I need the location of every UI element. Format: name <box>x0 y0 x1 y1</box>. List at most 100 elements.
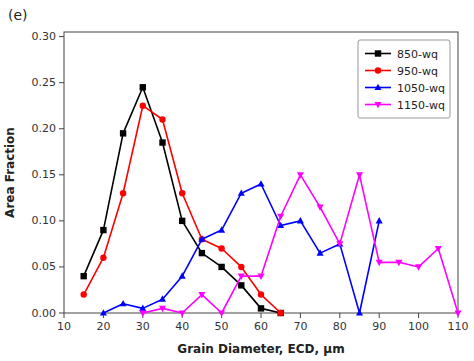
x-tick-label: 100 <box>408 320 429 333</box>
point <box>297 172 304 178</box>
point <box>120 190 126 196</box>
point <box>179 190 185 196</box>
point <box>238 274 245 280</box>
point <box>218 226 225 232</box>
point <box>278 310 284 316</box>
plot-frame <box>64 32 458 313</box>
point <box>199 250 205 256</box>
point <box>218 245 224 251</box>
plot-area <box>81 84 462 317</box>
series-line <box>143 175 458 313</box>
legend-marker <box>374 102 381 108</box>
x-tick-label: 50 <box>215 320 229 333</box>
point <box>81 273 87 279</box>
x-tick <box>300 313 301 318</box>
point <box>278 310 284 316</box>
x-tick-label: 70 <box>293 320 307 333</box>
point <box>198 292 205 298</box>
point <box>179 310 186 316</box>
point <box>218 264 224 270</box>
chart: 0.000.050.100.150.200.250.30102030405060… <box>0 0 474 361</box>
point <box>100 255 106 261</box>
legend-box <box>358 40 450 118</box>
legend-marker <box>375 67 381 73</box>
y-tick-label: 0.05 <box>32 260 57 273</box>
y-tick-label: 0.20 <box>32 122 57 135</box>
series-line <box>84 87 281 313</box>
point <box>100 309 107 315</box>
point <box>395 260 402 266</box>
series-line <box>103 184 379 313</box>
legend-marker <box>374 84 381 90</box>
x-tick-label: 20 <box>96 320 110 333</box>
point <box>277 214 284 220</box>
point <box>179 218 185 224</box>
x-tick-label: 40 <box>175 320 189 333</box>
y-tick-label: 0.30 <box>32 30 57 43</box>
point <box>257 274 264 280</box>
legend: 850-wq950-wq1050-wq1150-wq <box>358 40 450 118</box>
point <box>376 260 383 266</box>
point <box>356 172 363 178</box>
x-tick <box>64 313 65 318</box>
point <box>258 305 264 311</box>
x-tick <box>339 313 340 318</box>
point <box>159 306 166 312</box>
point <box>336 241 343 247</box>
point <box>159 116 165 122</box>
series-line <box>84 106 281 313</box>
y-tick <box>59 36 64 37</box>
y-tick-label: 0.00 <box>32 307 57 320</box>
x-tick-label: 30 <box>136 320 150 333</box>
point <box>454 310 461 316</box>
point <box>179 272 186 278</box>
y-tick <box>59 128 64 129</box>
y-tick <box>59 313 64 314</box>
point <box>199 236 205 242</box>
point <box>297 217 304 223</box>
point <box>140 84 146 90</box>
x-tick-label: 80 <box>333 320 347 333</box>
x-axis-label: Grain Diameter, ECD, μm <box>177 342 344 356</box>
x-tick-label: 90 <box>372 320 386 333</box>
x-tick-label: 60 <box>254 320 268 333</box>
point <box>139 305 146 311</box>
y-tick-label: 0.15 <box>32 168 57 181</box>
point <box>317 249 324 255</box>
x-tick-label: 110 <box>448 320 469 333</box>
legend-label: 950-wq <box>397 65 438 78</box>
point <box>120 300 127 306</box>
point <box>159 139 165 145</box>
legend-label: 850-wq <box>397 48 438 61</box>
y-tick-label: 0.10 <box>32 214 57 227</box>
legend-marker <box>375 50 381 56</box>
point <box>435 246 442 252</box>
point <box>140 103 146 109</box>
x-tick <box>261 313 262 318</box>
point <box>238 189 245 195</box>
x-tick <box>418 313 419 318</box>
point <box>159 295 166 301</box>
point <box>376 217 383 223</box>
y-axis-label: Area Fraction <box>3 127 17 218</box>
y-tick <box>59 82 64 83</box>
point <box>356 309 363 315</box>
legend-label: 1150-wq <box>397 99 445 112</box>
point <box>238 264 244 270</box>
point <box>139 310 146 316</box>
x-tick <box>379 313 380 318</box>
point <box>415 264 422 270</box>
x-tick-label: 10 <box>57 320 71 333</box>
point <box>317 204 324 210</box>
point <box>81 291 87 297</box>
y-tick <box>59 174 64 175</box>
point <box>100 227 106 233</box>
point <box>120 130 126 136</box>
y-tick <box>59 220 64 221</box>
title: (e) <box>8 7 28 23</box>
point <box>257 180 264 186</box>
point <box>218 310 225 316</box>
y-tick <box>59 266 64 267</box>
point <box>258 291 264 297</box>
point <box>198 235 205 241</box>
